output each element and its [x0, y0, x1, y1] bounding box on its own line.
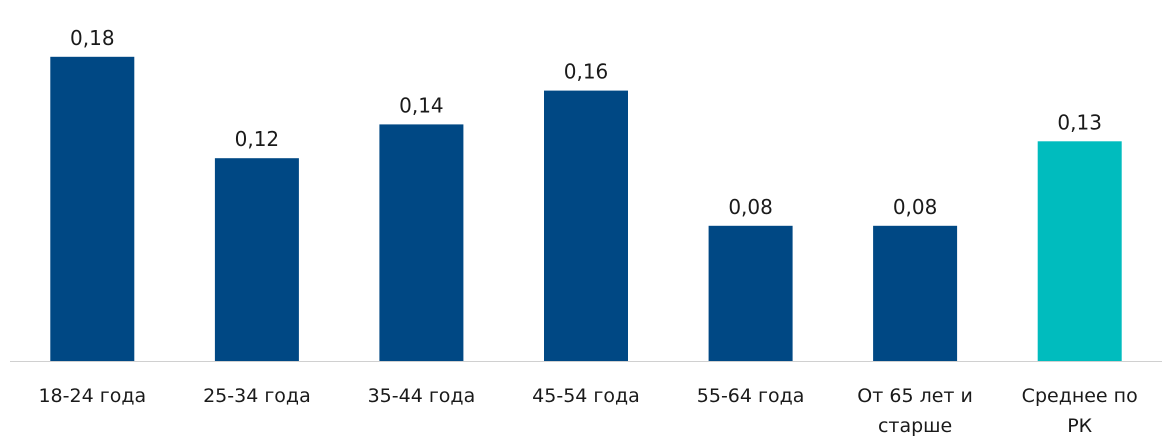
bar-value-label-6: 0,08: [893, 195, 938, 219]
category-label-line: РК: [1067, 415, 1092, 437]
bar-2: [214, 158, 299, 361]
category-label-5: 55-64 года: [697, 385, 805, 407]
bar-5: [708, 225, 793, 361]
category-label-line: 25-34 года: [203, 385, 311, 407]
category-label-2: 25-34 года: [203, 385, 311, 407]
bar-value-label-5: 0,08: [728, 195, 773, 219]
category-label-line: Среднее по: [1022, 385, 1138, 407]
category-label-line: От 65 лет и: [857, 385, 973, 407]
category-label-line: старше: [878, 415, 952, 437]
category-labels-group: 18-24 года 25-34 года 35-44 года 45-54 года…: [38, 385, 1137, 437]
bar-value-label-2: 0,12: [235, 127, 280, 151]
category-label-4: 45-54 года: [532, 385, 640, 407]
bar-value-label-1: 0,18: [70, 26, 115, 50]
bars-group: [50, 56, 1122, 362]
category-label-1: 18-24 года: [38, 385, 146, 407]
category-label-line: 55-64 года: [697, 385, 805, 407]
category-label-line: 45-54 года: [532, 385, 640, 407]
value-labels-group: 0,18 0,12 0,14 0,16 0,08 0,08 0,13: [70, 26, 1102, 219]
category-label-3: 35-44 года: [368, 385, 476, 407]
category-label-7: Среднее по РК: [1022, 385, 1138, 437]
category-label-line: 18-24 года: [38, 385, 146, 407]
category-label-6: От 65 лет и старше: [857, 385, 973, 437]
bar-1: [50, 56, 135, 362]
bar-3: [379, 124, 464, 362]
bar-6: [873, 225, 958, 361]
bar-value-label-3: 0,14: [399, 93, 444, 117]
bar-value-label-4: 0,16: [564, 60, 609, 84]
bar-7: [1037, 141, 1122, 361]
category-label-line: 35-44 года: [368, 385, 476, 407]
bar-value-label-7: 0,13: [1057, 110, 1102, 134]
bar-4: [544, 90, 628, 361]
